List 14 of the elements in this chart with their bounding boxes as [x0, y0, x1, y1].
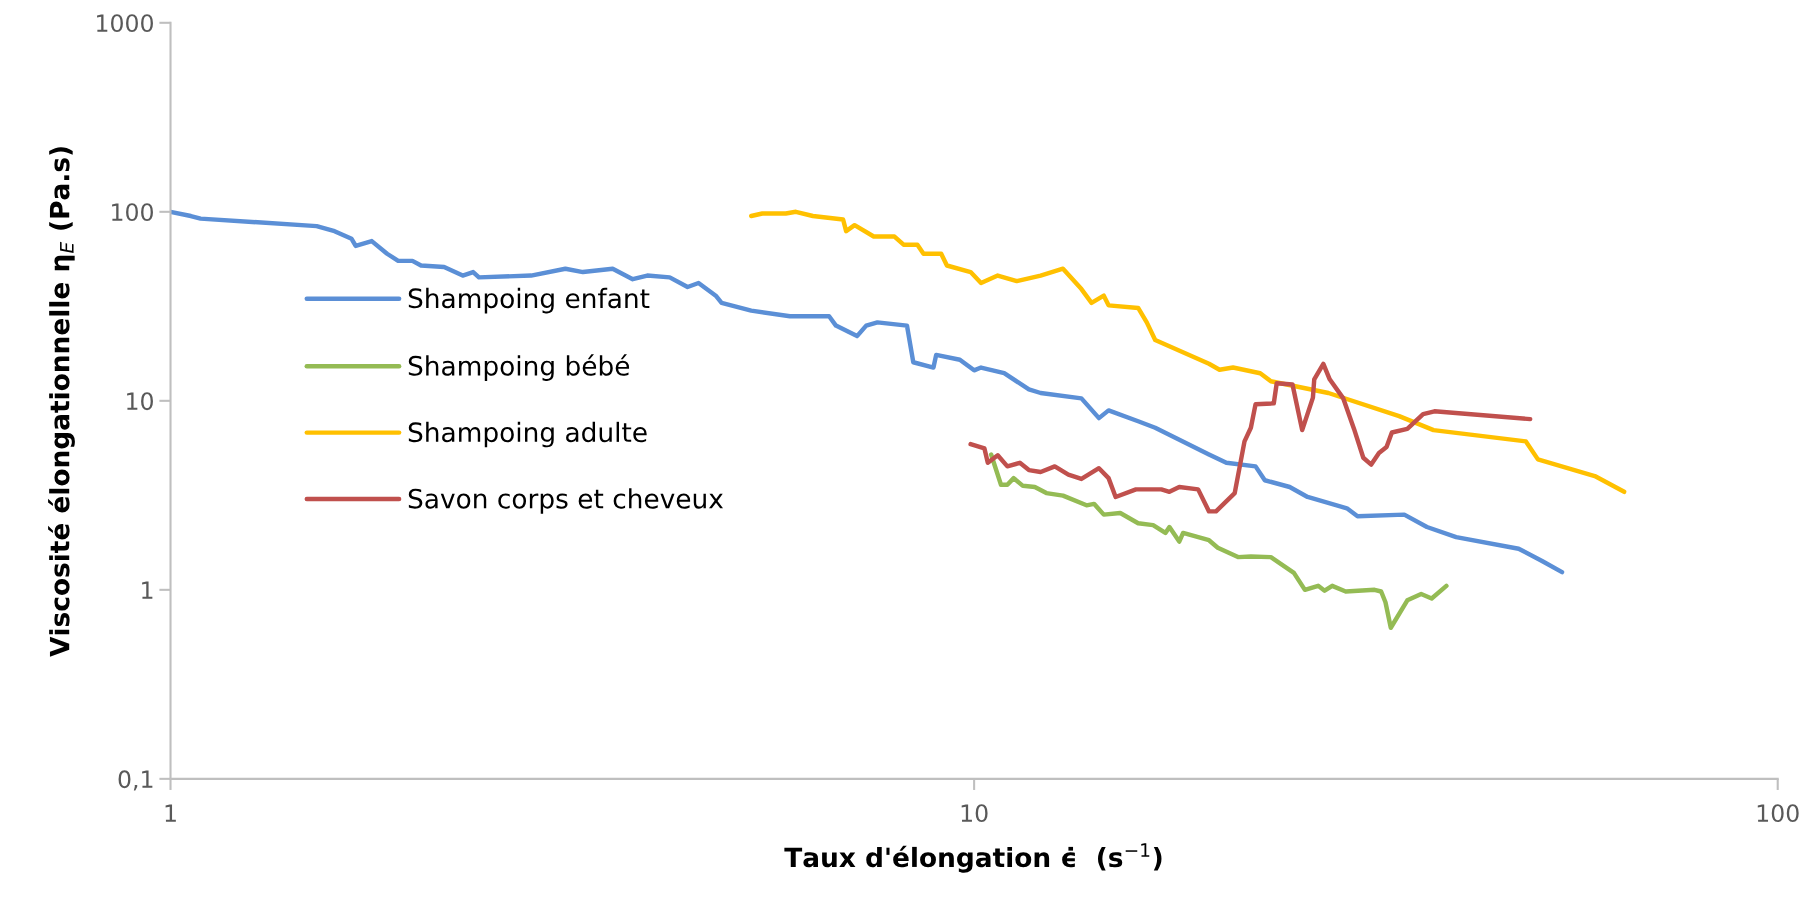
- legend-label: Savon corps et cheveux: [408, 488, 724, 514]
- y-tick-label: 10: [127, 392, 153, 411]
- x-axis-title: Taux d'élongation ϵ̇ (s$^{−1}$): [784, 843, 1162, 873]
- y-axis-title: Viscosité élongationnelle η$_{E}$ (Pa.s): [48, 147, 75, 657]
- x-tick-label: 10: [961, 804, 988, 823]
- x-tick-label: 100: [1757, 804, 1799, 823]
- legend-label: Shampoing adulte: [408, 421, 647, 448]
- y-tick-label: 1000: [97, 14, 153, 33]
- y-tick-label: 1: [142, 581, 153, 599]
- legend-label: Shampoing bébé: [408, 354, 630, 381]
- y-tick-label: 100: [112, 203, 153, 222]
- x-tick-label: 1: [165, 804, 176, 822]
- y-tick-label: 0,1: [118, 770, 153, 791]
- legend-label: Shampoing enfant: [408, 287, 650, 314]
